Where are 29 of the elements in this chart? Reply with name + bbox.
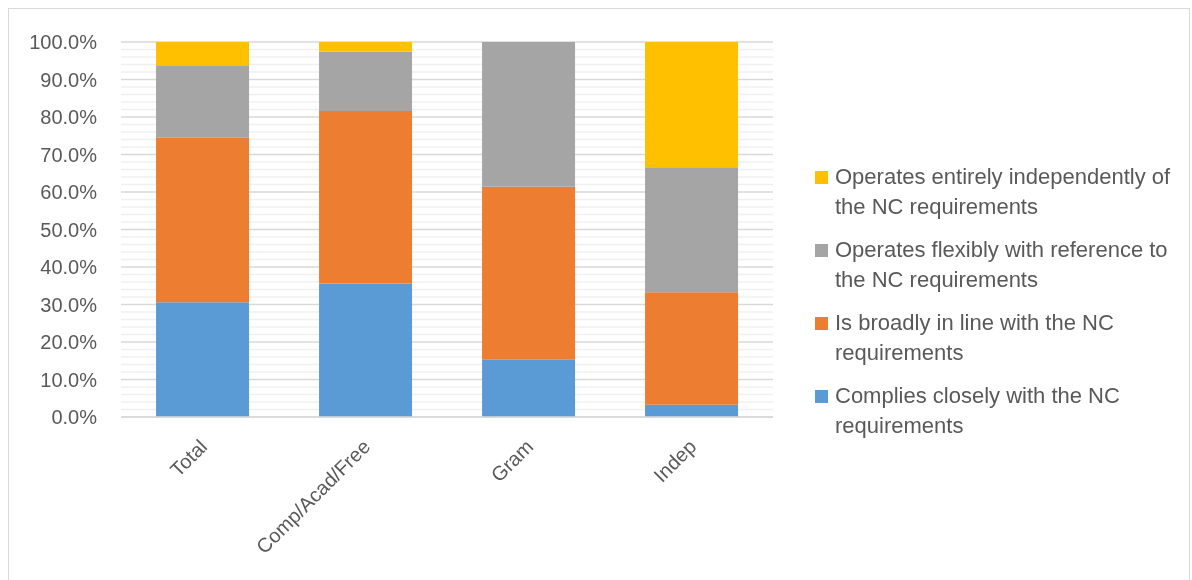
legend-label: Complies closely with the NC requirements — [835, 381, 1121, 440]
bar — [319, 51, 413, 111]
y-tick-label: 30.0% — [40, 293, 98, 316]
bar — [156, 302, 250, 417]
bar — [319, 283, 413, 417]
bar — [482, 186, 576, 360]
bar — [482, 42, 576, 187]
y-tick-label: 0.0% — [51, 406, 98, 428]
y-tick-label: 20.0% — [40, 331, 98, 353]
bar — [645, 292, 739, 405]
y-tick-label: 70.0% — [40, 143, 98, 166]
y-tick-label: 100.0% — [29, 31, 98, 53]
bar — [319, 111, 413, 284]
y-tick-label: 40.0% — [40, 256, 98, 278]
y-tick-label: 90.0% — [40, 68, 98, 91]
bar — [645, 42, 739, 168]
bar — [482, 359, 576, 417]
bar — [156, 65, 250, 138]
y-tick-label: 50.0% — [40, 218, 98, 241]
bar — [156, 137, 250, 303]
bar — [156, 42, 250, 66]
bar — [645, 167, 739, 293]
bar — [319, 42, 413, 52]
y-tick-label: 80.0% — [40, 106, 98, 128]
legend-label: Operates flexibly with reference to the NC requirements — [835, 235, 1169, 294]
y-tick-label: 10.0% — [40, 368, 98, 391]
y-tick-label: 60.0% — [40, 181, 98, 203]
legend-label: Is broadly in line with the NC requirements — [835, 308, 1115, 367]
legend-label: Operates entirely independently of the NC requirements — [835, 162, 1172, 221]
